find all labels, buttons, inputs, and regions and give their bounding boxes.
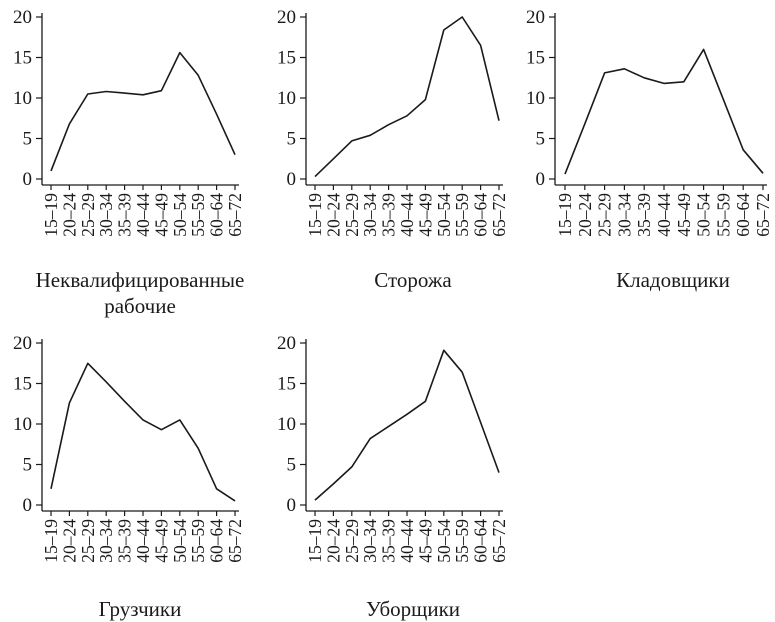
y-tick-label: 10 bbox=[13, 88, 32, 109]
x-tick-label: 15–19 bbox=[305, 193, 325, 237]
y-tick-label: 15 bbox=[277, 48, 296, 69]
x-tick-label: 55–59 bbox=[452, 193, 472, 237]
x-tick-label: 25–29 bbox=[78, 519, 98, 563]
x-tick-label: 50–54 bbox=[170, 193, 190, 237]
x-tick-label: 60–64 bbox=[471, 519, 491, 563]
x-tick-label: 45–49 bbox=[151, 193, 171, 237]
chart-title: рабочие bbox=[104, 294, 176, 318]
chart-title: Уборщики bbox=[366, 597, 460, 621]
y-tick-label: 5 bbox=[287, 129, 297, 150]
chart-title: Кладовщики bbox=[616, 268, 730, 292]
x-tick-label: 30–34 bbox=[360, 519, 380, 563]
x-tick-label: 55–59 bbox=[188, 519, 208, 563]
chart-title: Сторожа bbox=[374, 268, 452, 292]
x-tick-label: 55–59 bbox=[452, 519, 472, 563]
y-tick-label: 5 bbox=[536, 129, 546, 150]
x-tick-label: 50–54 bbox=[170, 519, 190, 563]
y-tick-label: 20 bbox=[13, 333, 32, 354]
x-tick-label: 30–34 bbox=[614, 193, 634, 237]
series-line bbox=[50, 51, 236, 172]
x-tick-label: 30–34 bbox=[96, 519, 116, 563]
y-tick-label: 5 bbox=[287, 455, 297, 476]
chart-panel-3: 0 5 10 15 20 15–19 20–24 25–29 30–34 35–39 40–44 45… bbox=[526, 7, 773, 292]
chart-title: Грузчики bbox=[99, 597, 182, 621]
chart-panel-1: 0 5 10 15 20 15–1920–2425–2930–3435–3940–4445… bbox=[13, 7, 245, 318]
y-tick-label: 15 bbox=[13, 374, 32, 395]
x-tick-label: 65–72 bbox=[753, 193, 773, 237]
y-tick-label: 0 bbox=[536, 169, 546, 190]
y-tick-label: 10 bbox=[526, 88, 545, 109]
x-tick-label: 20–24 bbox=[323, 193, 343, 237]
y-tick-label: 15 bbox=[277, 374, 296, 395]
x-tick-label: 30–34 bbox=[360, 193, 380, 237]
y-tick-label: 0 bbox=[23, 169, 33, 190]
x-tick-label: 50–54 bbox=[694, 193, 714, 237]
x-tick-label: 25–29 bbox=[595, 193, 615, 237]
x-tick-label: 65–72 bbox=[225, 193, 245, 237]
x-tick-label: 60–64 bbox=[207, 519, 227, 563]
x-tick-label: 60–64 bbox=[471, 193, 491, 237]
x-tick-label: 20–24 bbox=[323, 519, 343, 563]
x-tick-label: 45–49 bbox=[674, 193, 694, 237]
y-tick-label: 10 bbox=[13, 414, 32, 435]
y-tick-label: 15 bbox=[13, 48, 32, 69]
x-tick-label: 15–19 bbox=[555, 193, 575, 237]
x-tick-label: 40–44 bbox=[397, 193, 417, 237]
y-tick-label: 15 bbox=[526, 48, 545, 69]
y-tick-label: 20 bbox=[277, 7, 296, 28]
y-tick-label: 0 bbox=[23, 495, 33, 516]
x-tick-label: 40–44 bbox=[654, 193, 674, 237]
x-tick-label: 35–39 bbox=[634, 193, 654, 237]
x-tick-label: 15–19 bbox=[41, 519, 61, 563]
x-tick-label: 20–24 bbox=[575, 193, 595, 237]
x-tick-label: 35–39 bbox=[115, 519, 135, 563]
x-tick-label: 40–44 bbox=[397, 519, 417, 563]
x-tick-label: 15–19 bbox=[305, 519, 325, 563]
x-tick-label: 45–49 bbox=[415, 193, 435, 237]
x-tick-label: 35–39 bbox=[115, 193, 135, 237]
chart-panel-2: 0 5 10 15 20 15–1920–2425–2930–3435–3940–4445… bbox=[277, 7, 509, 292]
series-line bbox=[564, 48, 764, 175]
x-tick-label: 25–29 bbox=[342, 519, 362, 563]
y-tick-label: 5 bbox=[23, 129, 33, 150]
x-tick-label: 15–19 bbox=[41, 193, 61, 237]
x-tick-label: 45–49 bbox=[415, 519, 435, 563]
x-tick-label: 25–29 bbox=[342, 193, 362, 237]
x-tick-label: 50–54 bbox=[434, 519, 454, 563]
x-tick-label: 20–24 bbox=[59, 519, 79, 563]
x-tick-label: 50–54 bbox=[434, 193, 454, 237]
x-tick-label: 40–44 bbox=[133, 193, 153, 237]
y-tick-label: 10 bbox=[277, 414, 296, 435]
chart-title: Неквалифицированные bbox=[36, 268, 245, 292]
y-tick-label: 10 bbox=[277, 88, 296, 109]
x-tick-label: 55–59 bbox=[188, 193, 208, 237]
x-tick-label: 60–64 bbox=[733, 193, 753, 237]
x-tick-label: 55–59 bbox=[713, 193, 733, 237]
x-tick-label: 20–24 bbox=[59, 193, 79, 237]
chart-panel-5: 0 5 10 15 20 15–1920–2425–2930–3435–3940–4445… bbox=[277, 333, 509, 621]
y-tick-label: 20 bbox=[13, 7, 32, 28]
x-tick-label: 45–49 bbox=[151, 519, 171, 563]
x-tick-label: 35–39 bbox=[379, 193, 399, 237]
series-line bbox=[314, 349, 500, 501]
x-tick-label: 40–44 bbox=[133, 519, 153, 563]
y-tick-label: 5 bbox=[23, 455, 33, 476]
series-line bbox=[314, 16, 500, 178]
chart-panel-4: 0 5 10 15 20 15–1920–2425–2930–3435–3940–4445… bbox=[13, 333, 245, 621]
x-tick-label: 65–72 bbox=[489, 193, 509, 237]
x-tick-label: 35–39 bbox=[379, 519, 399, 563]
y-tick-label: 0 bbox=[287, 495, 297, 516]
x-tick-label: 60–64 bbox=[207, 193, 227, 237]
y-tick-label: 20 bbox=[526, 7, 545, 28]
x-tick-label: 65–72 bbox=[489, 519, 509, 563]
series-line bbox=[50, 362, 236, 502]
x-tick-label: 25–29 bbox=[78, 193, 98, 237]
x-tick-label: 30–34 bbox=[96, 193, 116, 237]
y-tick-label: 0 bbox=[287, 169, 297, 190]
x-tick-label: 65–72 bbox=[225, 519, 245, 563]
y-tick-label: 20 bbox=[277, 333, 296, 354]
